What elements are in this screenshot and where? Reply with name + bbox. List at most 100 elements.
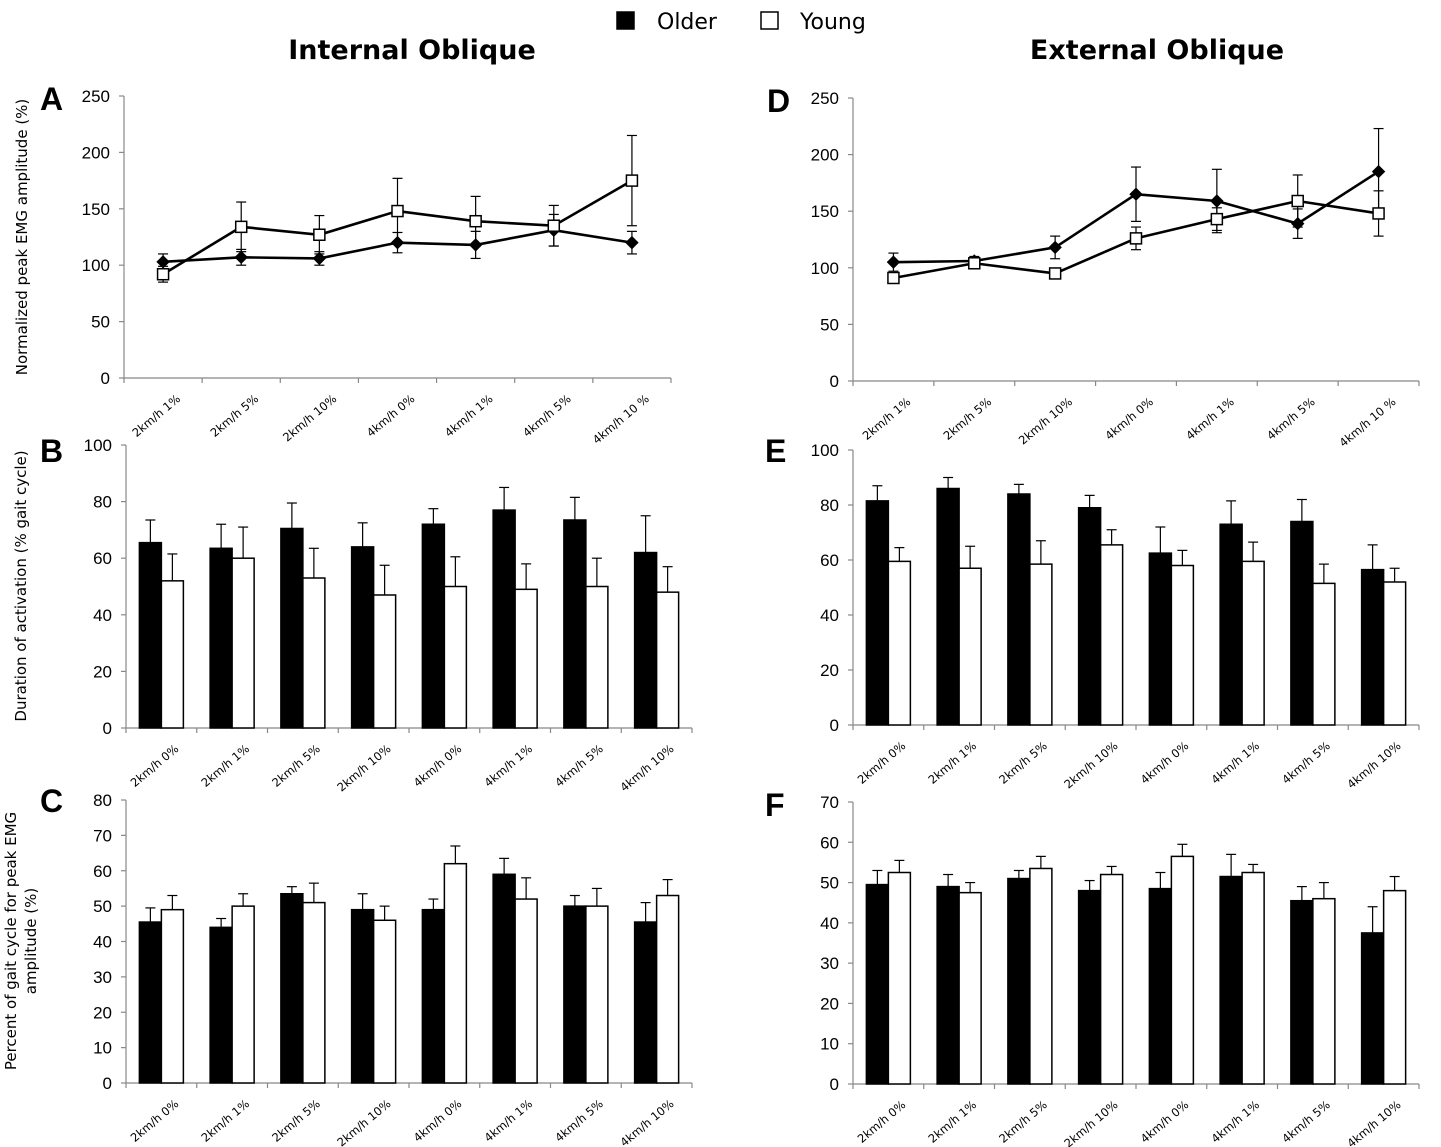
panel-d: D 0 50 100 150 200 250 2km/h 1% 2km/h 5% 2km/h 10… xyxy=(767,83,1420,450)
x-tick-label: 2km/h 0% xyxy=(128,1097,182,1145)
y-tick-label: 0 xyxy=(830,372,839,391)
y-tick-label: 50 xyxy=(820,315,839,334)
bar-young xyxy=(585,585,609,729)
point-young xyxy=(469,214,482,228)
point-older xyxy=(1210,194,1224,208)
panel-letter: C xyxy=(40,783,63,819)
x-tick-label: 4km/h 10 % xyxy=(1336,395,1398,450)
y-tick-label: 70 xyxy=(820,793,839,812)
point-young xyxy=(625,174,639,187)
x-tick-label: 4km/h 1% xyxy=(1208,739,1262,787)
y-tick-label: 0 xyxy=(101,369,110,388)
bar-young xyxy=(1170,855,1195,1085)
x-tick-label: 2km/h 5% xyxy=(996,739,1050,787)
bar-older xyxy=(563,519,587,729)
x-tick-label: 4km/h 0% xyxy=(1102,395,1156,443)
x-tick-label: 4km/h 10% xyxy=(1344,739,1403,792)
bar-older xyxy=(209,926,233,1084)
bar-older xyxy=(1290,520,1314,726)
bar-older xyxy=(138,921,163,1084)
y-axis-label-line: Percent of gait cycle for peak EMG xyxy=(2,812,20,1070)
bar-young xyxy=(372,919,397,1084)
panel-e: E 0 20 40 60 80 100 2km/h 0% 2km/h 1% 2km/h 5% 2km… xyxy=(765,433,1420,792)
bar-young xyxy=(1382,581,1407,726)
x-tick-label: 4km/h 0% xyxy=(1138,739,1192,787)
bar-older xyxy=(492,509,516,729)
point-older xyxy=(1048,240,1062,255)
y-tick-label: 200 xyxy=(811,146,839,165)
bar-older xyxy=(421,908,446,1084)
bar-older xyxy=(421,523,446,729)
bar-older xyxy=(1077,507,1102,726)
y-tick-label: 60 xyxy=(93,862,112,881)
x-tick-label: 2km/h 5% xyxy=(269,1097,323,1145)
y-tick-label: 30 xyxy=(93,968,112,987)
bar-older xyxy=(280,892,304,1084)
bar-young xyxy=(443,585,468,729)
legend-label-older: Older xyxy=(657,10,718,35)
point-older xyxy=(1129,187,1143,201)
bar-young xyxy=(514,898,538,1084)
y-tick-label: 250 xyxy=(811,89,839,108)
legend-swatch-older xyxy=(616,11,635,30)
point-young xyxy=(313,228,326,241)
y-tick-label: 0 xyxy=(830,1075,839,1094)
point-young xyxy=(887,271,900,285)
bar-older xyxy=(865,883,890,1085)
x-tick-label: 4km/h 5% xyxy=(1279,739,1333,787)
y-tick-label: 20 xyxy=(93,662,112,681)
y-tick-label: 100 xyxy=(84,436,112,455)
y-axis-label-line: amplitude (%) xyxy=(22,888,40,995)
x-tick-label: 4km/h 5% xyxy=(552,742,606,790)
bar-young xyxy=(958,891,982,1085)
panel-letter: F xyxy=(765,787,785,823)
y-axis-label: Percent of gait cycle for peak EMG amplit… xyxy=(2,812,40,1070)
point-young xyxy=(1291,194,1304,208)
x-tick-label: 2km/h 0% xyxy=(855,1098,909,1146)
bar-older xyxy=(350,546,375,729)
point-young xyxy=(1048,267,1062,280)
y-tick-label: 100 xyxy=(811,259,839,278)
legend-label-young: Young xyxy=(799,10,866,35)
x-tick-label: 4km/h 0% xyxy=(1138,1098,1192,1146)
x-tick-label: 4km/h 1% xyxy=(1208,1098,1262,1146)
y-tick-label: 60 xyxy=(820,551,839,570)
point-older xyxy=(312,251,327,266)
bar-young xyxy=(585,905,609,1084)
point-young xyxy=(234,220,248,234)
bar-young xyxy=(1241,871,1265,1085)
panel-letter: D xyxy=(767,83,790,119)
x-tick-label: 2km/h 10% xyxy=(1061,1098,1120,1147)
bar-older xyxy=(936,885,960,1085)
x-tick-label: 4km/h 10% xyxy=(1344,1098,1403,1147)
x-tick-label: 2km/h 10% xyxy=(280,392,339,445)
bar-young xyxy=(655,591,680,729)
x-tick-label: 2km/h 0% xyxy=(128,742,182,790)
bar-older xyxy=(1007,877,1031,1085)
bar-older xyxy=(280,527,304,729)
bar-young xyxy=(1099,544,1124,726)
legend: Older Young xyxy=(616,10,866,35)
y-tick-label: 20 xyxy=(820,661,839,680)
x-tick-label: 2km/h 10% xyxy=(334,1097,393,1147)
x-tick-label: 4km/h 1% xyxy=(481,742,535,790)
x-tick-label: 4km/h 0% xyxy=(411,742,465,790)
y-axis-label: Duration of activation (% gait cycle) xyxy=(12,450,30,721)
bar-young xyxy=(443,862,468,1084)
bar-young xyxy=(302,901,326,1084)
bar-young xyxy=(887,560,912,726)
point-older xyxy=(1371,164,1386,179)
y-tick-label: 50 xyxy=(93,897,112,916)
bar-older xyxy=(350,908,375,1084)
panel-letter: A xyxy=(40,81,63,117)
point-young xyxy=(156,267,170,281)
x-tick-label: 2km/h 1% xyxy=(925,739,979,787)
x-tick-label: 2km/h 1% xyxy=(860,395,914,443)
bar-young xyxy=(1029,563,1053,726)
bar-older xyxy=(563,905,587,1084)
x-tick-label: 4km/h 10 % xyxy=(590,392,652,447)
bar-young xyxy=(302,577,326,729)
bar-older xyxy=(1219,875,1243,1085)
